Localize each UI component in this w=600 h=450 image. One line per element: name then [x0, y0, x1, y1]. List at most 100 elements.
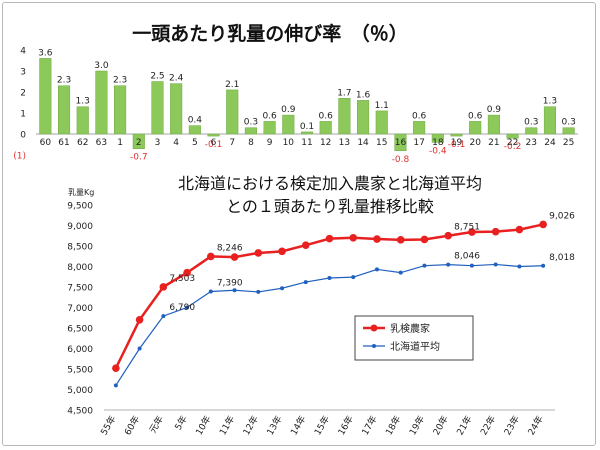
series-1-point: [468, 228, 476, 236]
line-xtick-label: 5年: [172, 414, 190, 433]
series-1-point: [301, 241, 310, 249]
bar-category-label: 10: [283, 138, 295, 148]
series-2-point: [517, 264, 522, 269]
bar-category-label: 8: [248, 138, 254, 148]
bar-category-label: 63: [96, 138, 107, 148]
series-1-data-label: 7,503: [169, 274, 195, 284]
line-ytick-label: 7,000: [67, 304, 93, 314]
bar-category-label: 18: [432, 138, 444, 148]
series-1-point: [539, 220, 547, 229]
bar-category-label: 24: [544, 138, 556, 148]
line-ytick-label: 5,500: [67, 366, 93, 376]
series-2-point: [493, 262, 498, 267]
bar-data-label: 2.5: [150, 72, 164, 82]
bar-ytick-label: 3: [20, 68, 26, 78]
series-2-point: [541, 263, 546, 268]
line-chart-legend: 乳検農家 北海道平均: [354, 315, 474, 361]
bar-category-label: 23: [526, 138, 537, 148]
bar-category-label: 12: [320, 138, 331, 148]
bar-data-label: 3.0: [94, 61, 109, 71]
bar: [525, 127, 538, 135]
bar-data-label: 0.3: [524, 118, 538, 128]
line-ytick-label: 6,000: [67, 345, 93, 355]
bar: [282, 114, 295, 135]
bar-category-label: 16: [395, 138, 407, 148]
bar-data-label: -0.4: [429, 146, 447, 156]
line-ytick-label: 5,000: [67, 386, 93, 396]
series-1-point: [515, 225, 524, 234]
bar-data-label: 0.6: [262, 111, 277, 121]
bar-data-label: 2.3: [57, 76, 71, 86]
bar-data-label: -0.2: [504, 142, 522, 152]
bar: [562, 127, 575, 135]
bar-category-label: 13: [339, 138, 350, 148]
series-2-point: [351, 275, 356, 280]
bar-data-label: 0.9: [281, 105, 296, 115]
series-2-point: [232, 288, 237, 293]
series-2-point: [469, 263, 474, 268]
bar: [450, 133, 463, 137]
bar: [487, 114, 500, 135]
legend-marker-series-1: [370, 324, 378, 332]
series-2-point: [422, 263, 427, 268]
bar: [244, 127, 257, 135]
bar-data-label: 0.4: [188, 116, 203, 126]
series-2-point: [161, 314, 166, 319]
line-xtick-label: 17年: [359, 414, 380, 438]
bar-ytick-label: (1): [13, 152, 26, 162]
series-2-point: [185, 305, 190, 310]
line-ytick-label: 8,500: [67, 243, 93, 253]
bar: [357, 100, 370, 135]
bar-data-label: 1.3: [543, 97, 557, 107]
line-xtick-label: 12年: [240, 414, 261, 438]
bar-category-label: 6: [211, 138, 217, 148]
line-chart: 4,500 5,000 5,500 6,000 6,500 7,000 7,500 8,000…: [67, 202, 575, 438]
series-line-1: [114, 223, 544, 369]
bar: [132, 133, 145, 149]
line-xtick-label: 22年: [478, 414, 499, 438]
line-xtick-label: 23年: [501, 414, 522, 438]
bar-ytick-label: 1: [20, 110, 26, 120]
series-2-data-label: 6,790: [169, 303, 195, 313]
bar-category-label: 19: [451, 138, 463, 148]
line-ytick-label: 7,500: [67, 284, 93, 294]
bar-data-label: -0.8: [392, 155, 410, 165]
bar: [413, 121, 426, 135]
bar-category-label: 4: [173, 138, 179, 148]
line-xtick-label: 16年: [335, 414, 356, 438]
series-1-point: [278, 247, 286, 256]
bar: [338, 98, 351, 135]
bar-category-label: 9: [267, 138, 273, 148]
bar-data-label: -0.7: [130, 153, 148, 163]
series-1-data-label: 8,246: [217, 243, 243, 253]
line-chart-title-1: 北海道における検定加入農家と北海道平均: [178, 174, 482, 193]
series-1-point: [230, 253, 239, 261]
bar-data-label: 0.9: [487, 105, 502, 115]
line-xtick-label: 15年: [311, 414, 332, 438]
series-2-point: [280, 286, 285, 291]
bar-category-label: 25: [563, 138, 574, 148]
bar-data-label: 0.1: [300, 122, 314, 132]
series-1-point: [373, 235, 381, 243]
bar-category-label: 11: [301, 138, 312, 148]
bar: [431, 133, 444, 143]
bar: [226, 89, 239, 135]
series-2-point: [303, 280, 308, 285]
bar: [95, 70, 108, 135]
bar: [207, 133, 220, 137]
line-ytick-label: 6,500: [67, 325, 93, 335]
bar-category-label: 3: [155, 138, 161, 148]
bar-data-label: -0.1: [205, 140, 223, 150]
line-xtick-label: 21年: [454, 414, 475, 438]
series-1-data-label: 8,751: [454, 223, 480, 233]
bar: [188, 125, 201, 135]
bar: [469, 121, 482, 135]
bar-ytick-label: 2: [20, 89, 26, 99]
line-chart-ylabel: 乳量Kg: [68, 187, 94, 197]
line-xtick-label: 10年: [193, 414, 214, 438]
legend-label-series-1: 乳検農家: [390, 322, 430, 335]
series-2-data-label: 8,018: [549, 253, 575, 263]
series-1-data-label: 9,026: [549, 211, 575, 221]
